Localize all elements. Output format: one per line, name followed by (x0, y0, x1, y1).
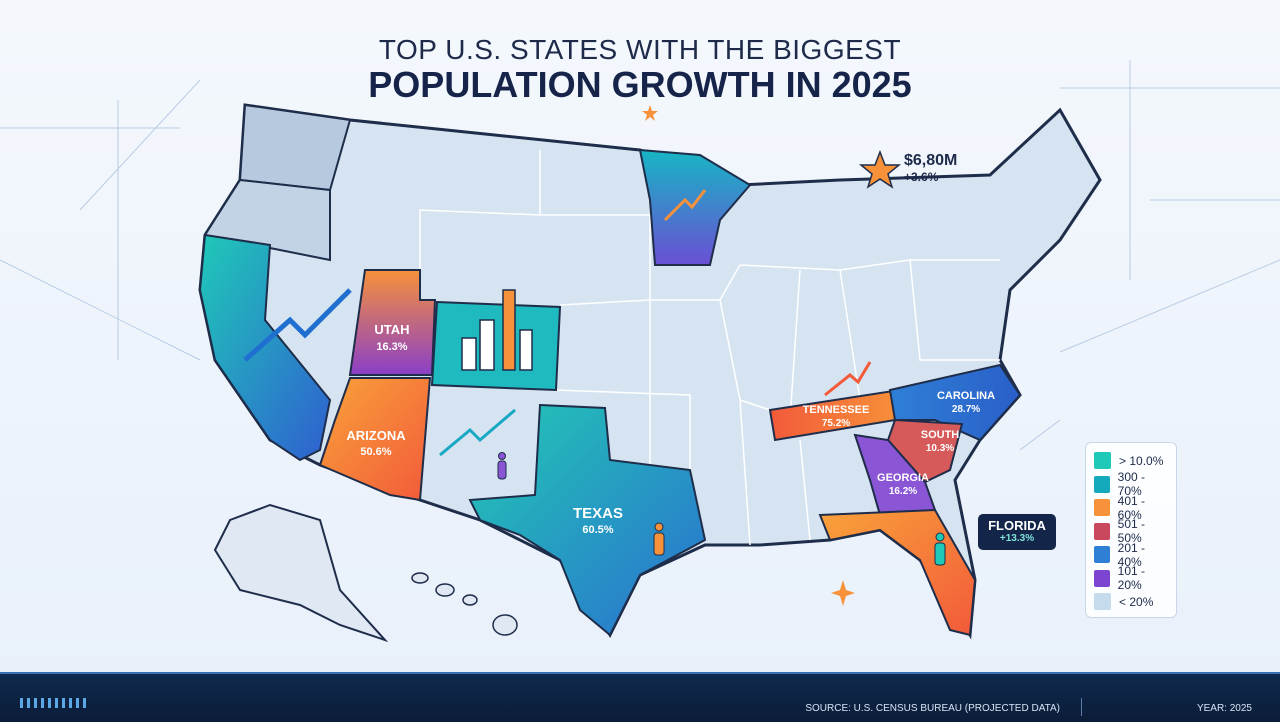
footer-divider (1081, 698, 1082, 716)
label-georgia: GEORGIA (877, 472, 929, 484)
stat-change: +3.6% (904, 170, 939, 184)
florida-value: +13.3% (999, 533, 1035, 544)
value-texas: 60.5% (582, 524, 613, 536)
legend-label: 501 - 50% (1117, 517, 1145, 546)
legend-item: 201 - 40% (1094, 540, 1168, 569)
legend-item: > 10.0% (1094, 449, 1168, 473)
label-arizona: ARIZONA (346, 428, 406, 443)
legend-swatch (1094, 499, 1110, 517)
state-washington (238, 103, 352, 192)
source-text: SOURCE: U.S. CENSUS BUREAU (PROJECTED DA… (805, 703, 1060, 714)
legend-label: 300 - 70% (1117, 470, 1145, 499)
florida-label: FLORIDA (988, 518, 1046, 533)
label-south: SOUTH (921, 429, 960, 441)
legend-item: 101 - 20% (1094, 564, 1168, 593)
label-utah: UTAH (374, 322, 409, 337)
florida-callout: FLORIDA +13.3% (978, 514, 1056, 550)
title-line-2: POPULATION GROWTH IN 2025 (368, 64, 912, 105)
state-california (198, 233, 332, 462)
skyline-icon (461, 289, 533, 371)
legend-label: 101 - 20% (1117, 564, 1145, 593)
value-georgia: 16.2% (889, 486, 917, 497)
decor-lines (0, 60, 1280, 451)
value-tennessee: 75.2% (822, 418, 850, 429)
legend-swatch (1094, 452, 1111, 470)
value-utah: 16.3% (376, 341, 407, 353)
stat-amount: $6,80M (904, 152, 958, 169)
legend-item: 501 - 50% (1094, 517, 1168, 546)
value-carolina: 28.7% (952, 404, 980, 415)
value-arizona: 50.6% (360, 446, 391, 458)
state-florida (818, 508, 977, 637)
legend: > 10.0% 300 - 70% 401 - 60% 501 - 50% 201 - … (1085, 442, 1177, 618)
legend-label: 201 - 40% (1117, 540, 1145, 569)
legend-item: < 20% (1094, 590, 1168, 614)
footer-bar: SOURCE: U.S. CENSUS BUREAU (PROJECTED DA… (0, 672, 1280, 722)
footer-ticks (20, 698, 86, 708)
legend-label: > 10.0% (1119, 453, 1164, 468)
legend-swatch (1094, 593, 1111, 611)
state-colorado (430, 300, 562, 392)
year-text: YEAR: 2025 (1196, 703, 1252, 714)
legend-label: < 20% (1119, 594, 1154, 609)
label-tennessee: TENNESSEE (803, 404, 870, 416)
title-star-icon (642, 105, 658, 121)
state-utah (348, 269, 437, 376)
state-texas (468, 403, 707, 637)
legend-swatch (1094, 569, 1110, 587)
stat-callout: $6,80M +3.6% (904, 152, 957, 184)
title-line-1: TOP U.S. STATES WITH THE BIGGEST (378, 34, 902, 65)
chart-arrow-icon (243, 189, 872, 457)
person-icon (497, 452, 946, 566)
alaska (213, 503, 389, 643)
legend-swatch (1094, 522, 1110, 540)
state-minnesota (638, 148, 752, 266)
legend-swatch (1094, 475, 1110, 493)
hawaii (411, 572, 518, 636)
label-carolina: CAROLINA (937, 390, 995, 402)
value-south: 10.3% (926, 443, 954, 454)
legend-swatch (1094, 546, 1110, 564)
legend-label: 401 - 60% (1117, 493, 1145, 522)
star-icon (858, 149, 902, 189)
legend-item: 401 - 60% (1094, 493, 1168, 522)
label-texas: TEXAS (573, 505, 623, 522)
legend-item: 300 - 70% (1094, 470, 1168, 499)
state-arizona (318, 377, 432, 502)
sparkle-icon (831, 580, 855, 606)
state-south-carolina (886, 418, 964, 484)
